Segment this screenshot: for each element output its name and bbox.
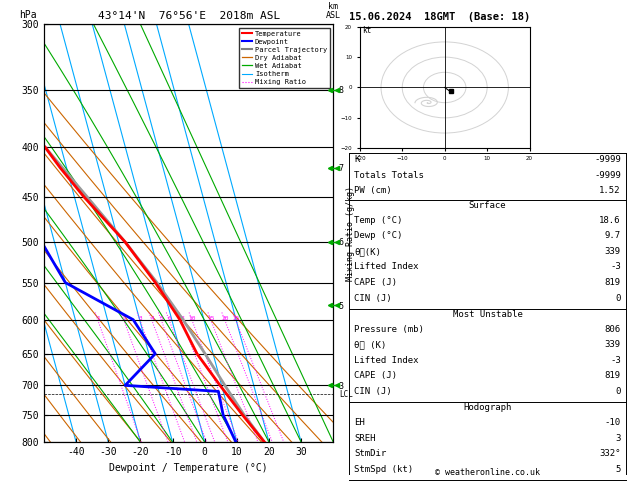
Text: © weatheronline.co.uk: © weatheronline.co.uk bbox=[435, 468, 540, 477]
Text: 15: 15 bbox=[208, 316, 215, 321]
Text: kt: kt bbox=[362, 26, 371, 35]
Text: 8: 8 bbox=[181, 316, 184, 321]
Text: -9999: -9999 bbox=[594, 171, 621, 180]
Text: K: K bbox=[354, 155, 360, 164]
Text: hPa: hPa bbox=[19, 10, 37, 20]
Text: 3: 3 bbox=[615, 434, 621, 443]
Text: 339: 339 bbox=[604, 247, 621, 256]
Text: 15.06.2024  18GMT  (Base: 18): 15.06.2024 18GMT (Base: 18) bbox=[349, 12, 530, 22]
Text: θᴇ (K): θᴇ (K) bbox=[354, 340, 386, 349]
Text: CAPE (J): CAPE (J) bbox=[354, 278, 397, 287]
Text: -3: -3 bbox=[610, 356, 621, 365]
Text: 1: 1 bbox=[96, 316, 100, 321]
Text: Totals Totals: Totals Totals bbox=[354, 171, 424, 180]
Text: LCL: LCL bbox=[339, 390, 353, 399]
Text: 1.52: 1.52 bbox=[599, 186, 621, 195]
X-axis label: Dewpoint / Temperature (°C): Dewpoint / Temperature (°C) bbox=[109, 463, 268, 473]
Text: PW (cm): PW (cm) bbox=[354, 186, 392, 195]
Text: Lifted Index: Lifted Index bbox=[354, 262, 419, 272]
Text: 819: 819 bbox=[604, 371, 621, 381]
Text: Hodograph: Hodograph bbox=[464, 403, 511, 412]
Text: 332°: 332° bbox=[599, 449, 621, 458]
Text: -3: -3 bbox=[610, 262, 621, 272]
Legend: Temperature, Dewpoint, Parcel Trajectory, Dry Adiabat, Wet Adiabat, Isotherm, Mi: Temperature, Dewpoint, Parcel Trajectory… bbox=[239, 28, 330, 88]
Text: 806: 806 bbox=[604, 325, 621, 334]
Text: 339: 339 bbox=[604, 340, 621, 349]
Text: 5: 5 bbox=[615, 465, 621, 474]
Text: 5: 5 bbox=[160, 316, 164, 321]
Text: 9.7: 9.7 bbox=[604, 231, 621, 241]
Text: θᴇ(K): θᴇ(K) bbox=[354, 247, 381, 256]
Text: Temp (°C): Temp (°C) bbox=[354, 216, 403, 225]
Text: Lifted Index: Lifted Index bbox=[354, 356, 419, 365]
Text: 10: 10 bbox=[189, 316, 196, 321]
Text: StmDir: StmDir bbox=[354, 449, 386, 458]
Text: -10: -10 bbox=[604, 418, 621, 427]
Text: 0: 0 bbox=[615, 387, 621, 396]
Text: 25: 25 bbox=[233, 316, 240, 321]
Text: 4: 4 bbox=[150, 316, 154, 321]
Text: -9999: -9999 bbox=[594, 155, 621, 164]
Text: Surface: Surface bbox=[469, 201, 506, 210]
Text: EH: EH bbox=[354, 418, 365, 427]
Title: 43°14'N  76°56'E  2018m ASL: 43°14'N 76°56'E 2018m ASL bbox=[97, 11, 280, 21]
Text: Most Unstable: Most Unstable bbox=[452, 310, 523, 319]
Text: Dewp (°C): Dewp (°C) bbox=[354, 231, 403, 241]
Text: 20: 20 bbox=[221, 316, 229, 321]
Text: 18.6: 18.6 bbox=[599, 216, 621, 225]
Text: CAPE (J): CAPE (J) bbox=[354, 371, 397, 381]
Text: CIN (J): CIN (J) bbox=[354, 387, 392, 396]
Text: 0: 0 bbox=[615, 294, 621, 303]
Text: km
ASL: km ASL bbox=[326, 2, 341, 20]
Text: CIN (J): CIN (J) bbox=[354, 294, 392, 303]
Text: SREH: SREH bbox=[354, 434, 376, 443]
Text: 6: 6 bbox=[167, 316, 171, 321]
Text: Pressure (mb): Pressure (mb) bbox=[354, 325, 424, 334]
Text: 819: 819 bbox=[604, 278, 621, 287]
Text: 2: 2 bbox=[122, 316, 126, 321]
Text: StmSpd (kt): StmSpd (kt) bbox=[354, 465, 413, 474]
Text: 3: 3 bbox=[138, 316, 142, 321]
Y-axis label: Mixing Ratio (g/kg): Mixing Ratio (g/kg) bbox=[346, 186, 355, 281]
